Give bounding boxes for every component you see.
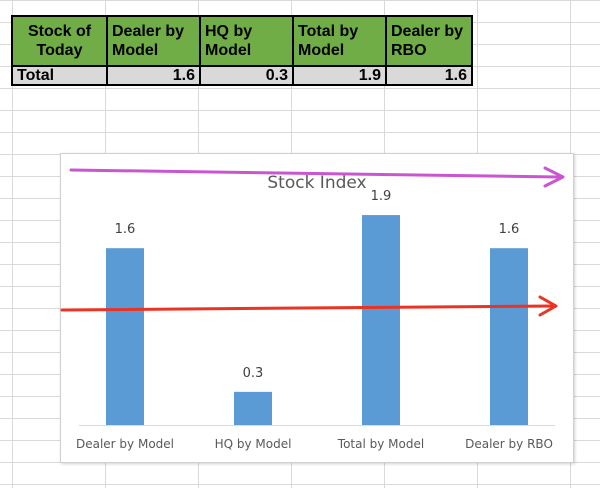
category-tick-label: Total by Model	[337, 437, 425, 451]
header-cell-hq-by-model[interactable]: HQ by Model	[199, 15, 294, 67]
chart-bar[interactable]	[106, 248, 144, 425]
purple-arrowhead	[543, 166, 565, 188]
chart-title: Stock Index	[267, 173, 367, 193]
category-tick-label: Dealer by Model	[75, 437, 174, 451]
header-cell-dealer-by-model[interactable]: Dealer by Model	[106, 15, 201, 67]
red-arrow	[60, 304, 554, 312]
cell-total-by-model[interactable]: 1.9	[292, 65, 387, 86]
cell-dealer-by-model[interactable]: 1.6	[106, 65, 201, 86]
chart-bar[interactable]	[362, 215, 400, 425]
bar-value-label: 1.6	[114, 222, 136, 238]
purple-arrow	[69, 168, 560, 179]
header-cell-stock-of-today[interactable]: Stock of Today	[11, 15, 108, 67]
bar-value-label: 1.9	[370, 189, 392, 205]
bar-value-label: 1.6	[498, 222, 520, 238]
category-tick-label: HQ by Model	[214, 437, 292, 451]
chart-bar[interactable]	[490, 248, 528, 425]
cell-hq-by-model[interactable]: 0.3	[199, 65, 294, 86]
header-cell-dealer-by-rbo[interactable]: Dealer by RBO	[385, 15, 473, 67]
chart-bar[interactable]	[234, 391, 272, 425]
header-cell-total-by-model[interactable]: Total by Model	[292, 15, 387, 67]
category-tick-label: Dealer by RBO	[465, 437, 553, 451]
chart-plot-area	[79, 215, 555, 426]
cell-dealer-by-rbo[interactable]: 1.6	[385, 65, 473, 86]
red-arrowhead	[538, 295, 558, 317]
stock-summary-table: Stock of Today Dealer by Model HQ by Mod…	[11, 15, 473, 86]
table-row: Total 1.6 0.3 1.9 1.6	[11, 65, 473, 86]
table-header-row: Stock of Today Dealer by Model HQ by Mod…	[11, 15, 473, 67]
row-label-total[interactable]: Total	[11, 65, 108, 86]
bar-value-label: 0.3	[242, 365, 264, 381]
